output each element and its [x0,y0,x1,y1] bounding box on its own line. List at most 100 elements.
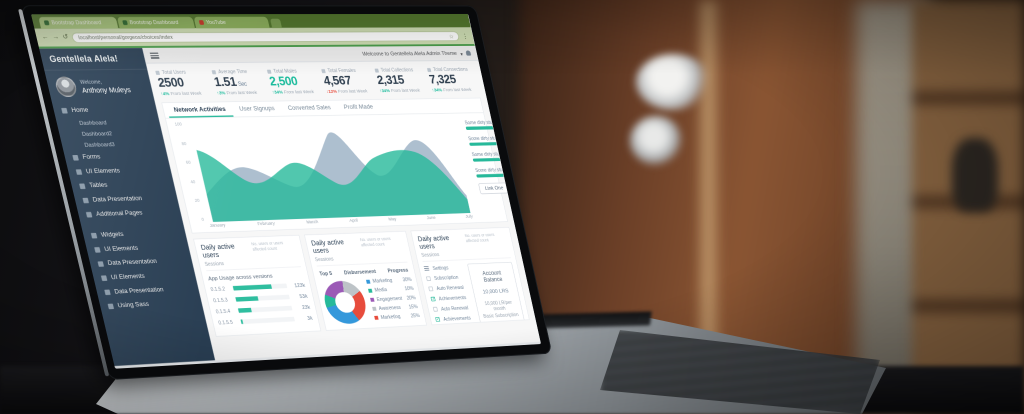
tile-trend: 34% [379,89,390,94]
tile-value: 1.51Sec [213,75,265,90]
tab-profit-made[interactable]: Profit Made [343,103,374,111]
tab-network-activities[interactable]: Network Activities [165,102,234,118]
checkbox-checked-icon[interactable] [435,317,441,322]
connections-icon [426,67,432,72]
settings-list: Settings Subscription [423,264,475,325]
sidebar-item-label: Tables [88,181,109,190]
settings-item-subscription[interactable]: Subscription [426,274,465,281]
legend-value: 10% [404,285,415,292]
back-icon[interactable]: ← [40,33,50,42]
card-top5-donut: Daily active users Sessions No. users or… [303,230,428,331]
notifications-icon[interactable] [465,50,472,56]
tile-trend: 34% [272,90,284,95]
progress-label: Some dirty stuff 1 [464,119,499,126]
tile-label: Total Users [161,69,187,76]
version-label: 0.1.5.4 [215,308,231,315]
tile-total-connections: Total Connections 7,325 34% From last We… [425,65,479,94]
legend-swatch [367,288,373,293]
network-activities-panel: Network Activities User Signups Converte… [161,97,541,234]
tile-trend: 34% [431,88,442,93]
checkbox-checked-icon[interactable] [430,296,436,302]
main-content: Welcome to Gentellela Alela Admin Theme … [142,45,541,360]
tile-total-males: Total Males 2,500 34% From last Week [265,67,322,97]
settings-item-auto-renewal[interactable]: Auto Renewal [428,284,467,291]
tab-user-signups[interactable]: User Signups [238,104,276,113]
settings-item-auto-renewal-2[interactable]: Auto Renewal [433,305,472,313]
bar-track [232,283,288,291]
version-label: 0.1.5.5 [217,319,234,326]
card-settings-balance: Daily active users Sessions No. users or… [410,226,530,326]
forward-icon[interactable]: → [51,33,60,42]
tile-label: Total Males [272,68,298,75]
browser-tab[interactable]: YouTube [193,16,270,29]
sidebar-item-label: Forms [81,153,102,161]
progress-label: Some dirty stuff 4 [474,166,510,174]
bar-value: 123k [293,282,306,289]
bar-value: 23k [301,304,311,311]
sidebar-item-label: UI Elements [110,272,146,282]
tab-favicon [122,20,128,26]
y-tick: 100 [174,122,183,128]
x-tick: June [426,215,437,221]
laptop-lid: Bootstrap Dashboard Bootstrap Dashboard … [20,5,553,381]
divider [206,266,301,272]
new-tab-button[interactable] [270,18,282,28]
bar-value: 3k [306,315,314,322]
settings-label: Achievements [442,314,472,322]
card-title: Daily active users [310,238,345,256]
tab-converted-sales[interactable]: Converted Sales [287,103,332,112]
legend-row: Awareness 15% [371,303,418,311]
donut-legend: Marketing 30% Media 10% [365,277,421,324]
legend-value: 25% [410,312,421,319]
checkbox-icon[interactable] [433,306,439,312]
col-progress: Progress [387,266,409,274]
bookmark-star-icon[interactable] [448,30,455,42]
tile-trend: 12% [326,89,338,94]
ui-elements-icon [100,275,108,281]
card-title: Daily active users [417,234,450,251]
bar-fill [235,296,259,302]
browser-tab[interactable]: Bootstrap Dashboard [116,16,195,29]
checkbox-icon[interactable] [428,286,434,292]
card-subtitle: Sessions [204,260,225,268]
progress-item: Some dirty stuff 4 [474,165,541,178]
settings-item-settings[interactable]: Settings [423,264,463,271]
balance-amount: 10,000 LRS [482,287,510,295]
bar-track [240,316,295,325]
chart-icon [82,197,89,203]
browser-tab[interactable]: Bootstrap Dashboard [38,16,119,29]
tab-favicon [43,20,50,26]
browser-chrome: Bootstrap Dashboard Bootstrap Dashboard … [31,13,475,49]
progress-track [465,125,541,130]
legend-label: Marketing [372,277,393,285]
chevron-down-icon[interactable] [459,47,464,59]
tab-label: Bootstrap Dashboard [50,19,102,26]
settings-item-achievements-2[interactable]: Achievements [435,315,473,323]
bar-fill [240,319,244,325]
checkbox-icon[interactable] [426,276,432,281]
laptop-screen: Bootstrap Dashboard Bootstrap Dashboard … [31,13,542,369]
sidebar-item-label: Additional Pages [95,208,144,218]
female-icon [321,68,326,73]
url-input[interactable] [77,32,447,41]
url-bar[interactable] [71,30,460,43]
legend-row: Marketing 25% [373,312,421,320]
app-logo[interactable]: Gentellela Alela! [39,47,148,71]
browser-menu-icon[interactable] [461,30,469,42]
bar-track [235,294,290,302]
link-one-button[interactable]: Link One [478,182,511,195]
tab-label: YouTube [205,19,227,26]
settings-item-achievements[interactable]: Achievements [430,294,470,302]
avatar[interactable] [53,76,79,98]
hamburger-icon[interactable] [149,52,160,59]
balance-per-month: 10,000 LR/per month [484,299,513,312]
link-eight-button[interactable]: Link Eight [511,181,541,194]
pages-icon [85,211,93,218]
navbar-welcome-text[interactable]: Welcome to Gentellela Alela Admin Theme [361,49,458,58]
tile-value: 2,500 [268,74,299,89]
reload-icon[interactable]: ↺ [62,33,70,41]
app-usage-title: App Usage across versions [207,272,274,282]
legend-swatch [365,279,371,284]
